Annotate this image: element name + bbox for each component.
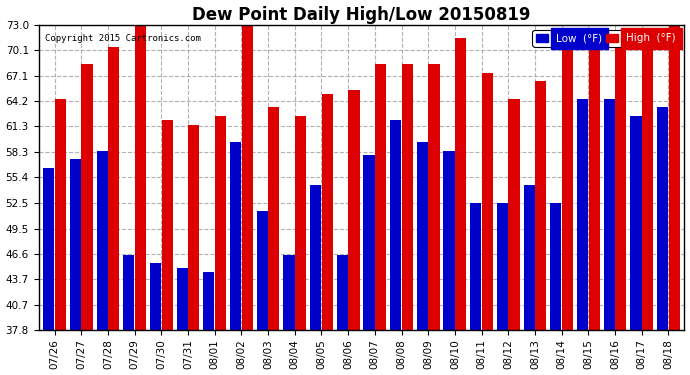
Bar xyxy=(204,272,215,330)
Bar xyxy=(524,185,535,330)
Bar xyxy=(55,99,66,330)
Bar xyxy=(70,159,81,330)
Bar xyxy=(657,107,668,330)
Bar xyxy=(257,211,268,330)
Bar xyxy=(268,107,279,330)
Bar xyxy=(577,99,588,330)
Bar xyxy=(215,116,226,330)
Bar xyxy=(631,116,642,330)
Bar xyxy=(615,38,627,330)
Bar xyxy=(604,99,615,330)
Bar xyxy=(43,168,55,330)
Bar xyxy=(497,202,508,330)
Title: Dew Point Daily High/Low 20150819: Dew Point Daily High/Low 20150819 xyxy=(193,6,531,24)
Bar xyxy=(402,64,413,330)
Bar xyxy=(348,90,359,330)
Bar xyxy=(550,202,562,330)
Bar xyxy=(470,202,482,330)
Bar xyxy=(535,81,546,330)
Bar xyxy=(124,255,135,330)
Bar xyxy=(390,120,402,330)
Bar xyxy=(589,30,600,330)
Bar xyxy=(188,124,199,330)
Bar xyxy=(161,120,172,330)
Bar xyxy=(444,151,455,330)
Bar xyxy=(295,116,306,330)
Bar xyxy=(97,151,108,330)
Bar xyxy=(150,263,161,330)
Bar xyxy=(108,47,119,330)
Bar xyxy=(482,73,493,330)
Bar xyxy=(562,47,573,330)
Bar xyxy=(322,94,333,330)
Bar xyxy=(284,255,295,330)
Bar xyxy=(310,185,322,330)
Bar xyxy=(428,64,440,330)
Bar xyxy=(455,38,466,330)
Bar xyxy=(177,267,188,330)
Text: Copyright 2015 Cartronics.com: Copyright 2015 Cartronics.com xyxy=(45,34,201,43)
Legend: Low  (°F), High  (°F): Low (°F), High (°F) xyxy=(533,30,679,46)
Bar xyxy=(375,64,386,330)
Bar xyxy=(81,64,92,330)
Bar xyxy=(364,155,375,330)
Bar xyxy=(417,142,428,330)
Bar xyxy=(509,99,520,330)
Bar xyxy=(230,142,241,330)
Bar xyxy=(135,21,146,330)
Bar xyxy=(241,21,253,330)
Bar xyxy=(337,255,348,330)
Bar xyxy=(669,25,680,330)
Bar xyxy=(642,38,653,330)
